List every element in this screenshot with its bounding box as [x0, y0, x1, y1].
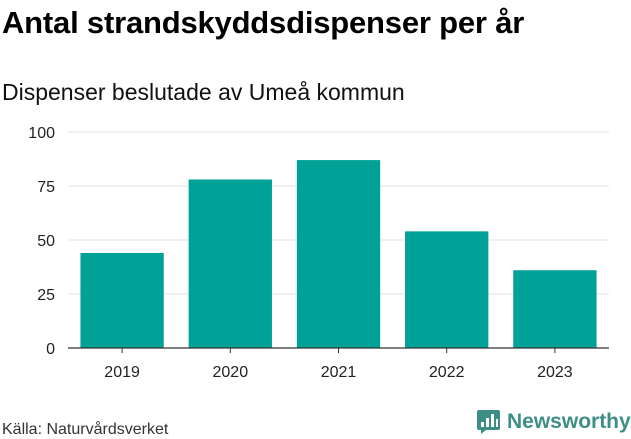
bar-2021	[296, 160, 381, 348]
y-tick-label: 0	[46, 341, 55, 358]
chart-subtitle: Dispenser beslutade av Umeå kommun	[2, 79, 405, 105]
bar-2022	[405, 231, 489, 348]
bar-2019	[80, 252, 164, 348]
y-tick-label: 75	[37, 179, 55, 196]
source-note: Källa: Naturvårdsverket	[2, 421, 169, 438]
x-tick-label: 2020	[213, 364, 249, 381]
x-tick-label: 2023	[537, 364, 573, 381]
brand-name: Newsworthy	[507, 409, 631, 433]
y-tick-label: 50	[37, 233, 55, 250]
chart-title: Antal strandskyddsdispenser per år	[2, 5, 525, 40]
x-tick-label: 2019	[104, 364, 140, 381]
x-tick-label: 2022	[429, 364, 465, 381]
bar-2020	[188, 179, 272, 348]
y-tick-label: 100	[28, 125, 55, 142]
x-tick-label: 2021	[321, 364, 357, 381]
bar-2023	[513, 270, 597, 348]
newsworthy-brand: Newsworthy	[476, 409, 631, 434]
newsworthy-logo-icon	[477, 410, 500, 434]
y-tick-label: 25	[37, 287, 55, 304]
